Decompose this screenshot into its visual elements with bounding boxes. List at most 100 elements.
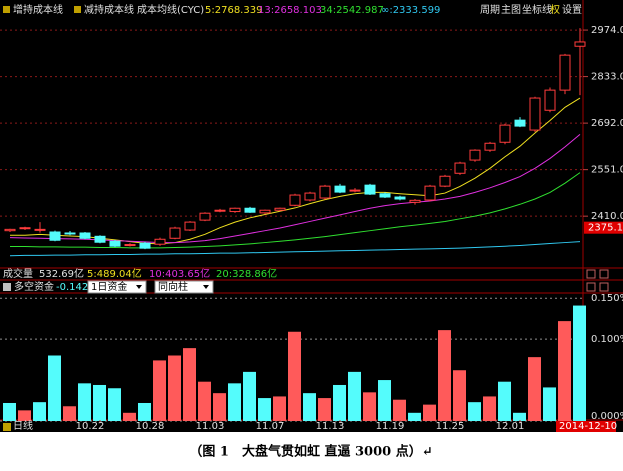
icon [599, 282, 609, 292]
bar [18, 410, 31, 421]
bar [288, 331, 301, 421]
candle-body [289, 194, 301, 206]
bar [63, 406, 76, 421]
candle-body [334, 185, 346, 193]
dropdown-label[interactable]: 1日资金 [91, 280, 127, 293]
volume-label: 532.69亿 [39, 267, 84, 280]
candle-body [349, 189, 361, 192]
dropdown-arrow [136, 285, 142, 289]
y-tick-label: 2692.0 [591, 118, 623, 129]
bar [453, 370, 466, 421]
candle-body [19, 227, 31, 230]
bar [333, 384, 346, 421]
icon [74, 6, 81, 13]
legend-label: 成本均线(CYC) [137, 3, 204, 16]
icon [599, 269, 609, 279]
icon [586, 282, 596, 292]
candle-body [469, 149, 481, 161]
candle-body [559, 54, 571, 91]
candle-body [199, 212, 211, 221]
candle-body [229, 207, 241, 213]
x-tick-label: 11.03 [196, 421, 225, 432]
candle-body [214, 209, 226, 212]
date-cursor-label: 2014-12-10 [559, 421, 617, 432]
candle-body [259, 209, 271, 214]
candle-body [544, 89, 556, 111]
period-label: 日线 [13, 419, 33, 432]
bar [528, 357, 541, 421]
toolbar-button[interactable]: 权 [550, 3, 560, 16]
caption: （图 1 大盘气贯如虹 直逼 3000 点）↵ [189, 444, 432, 460]
date-cursor [556, 421, 616, 432]
bar [468, 402, 481, 421]
bar [228, 383, 241, 421]
x-tick-label: 10.22 [76, 421, 105, 432]
legend-label: 增持成本线 [13, 3, 63, 16]
candle-body [409, 199, 421, 203]
ma-line [9, 241, 581, 257]
y-tick-label: 2551.0 [591, 165, 623, 176]
toolbar-button[interactable]: 主图 [501, 4, 521, 16]
dropdown[interactable] [154, 280, 214, 294]
candle-body [184, 221, 196, 231]
dropdown[interactable] [87, 280, 147, 294]
candle-body [109, 240, 121, 247]
toolbar-button[interactable]: 周期 [480, 4, 500, 16]
icon [3, 6, 10, 13]
ma-line [10, 172, 581, 249]
bar [363, 392, 376, 421]
bar [123, 412, 136, 421]
legend-entry: 13:2658.103 [258, 5, 322, 16]
bar [483, 396, 496, 421]
candle-body [514, 119, 526, 127]
bar [318, 398, 331, 421]
legend-entry: ∞:2333.599 [381, 5, 440, 16]
candle-body [454, 162, 466, 174]
bar [573, 305, 586, 421]
price-cursor-label: 2375.1 [588, 223, 623, 234]
dropdown-label[interactable]: 同向柱 [158, 280, 188, 293]
icon [586, 269, 596, 279]
bar [33, 402, 46, 421]
bar [378, 380, 391, 421]
candle-body [529, 97, 541, 131]
dropdown-arrow [203, 285, 209, 289]
candle-body [364, 184, 376, 195]
y-tick-label: 0.150% [591, 293, 623, 304]
candle-body [484, 142, 496, 151]
candle-body [139, 242, 151, 249]
x-tick-label: 11.25 [436, 421, 465, 432]
bar [78, 383, 91, 421]
candle-body [169, 227, 181, 239]
bar [48, 355, 61, 421]
legend-entry: 5:2768.339 [205, 5, 262, 16]
candle-body [274, 207, 286, 211]
candle-body [124, 244, 136, 247]
bar [243, 371, 256, 421]
icon [3, 423, 11, 431]
volume-label: 5:489.04亿 [87, 267, 142, 280]
y-tick-label: 2974.0 [591, 25, 623, 36]
bar [438, 330, 451, 421]
candle-body [304, 192, 316, 201]
indicator-value: -0.142% [56, 282, 98, 293]
bar [138, 402, 151, 421]
bar [303, 393, 316, 421]
bar [3, 402, 16, 421]
candle-body [439, 175, 451, 187]
toolbar-button[interactable]: 坐标线 [522, 3, 552, 16]
legend-label: 减持成本线 [84, 3, 134, 16]
bar [168, 355, 181, 421]
bar [393, 399, 406, 421]
candle-body [379, 193, 391, 198]
candle-body [499, 124, 511, 143]
bar [93, 384, 106, 421]
candle-body [64, 232, 76, 235]
toolbar-button[interactable]: 设置 [562, 4, 582, 16]
y-tick-label: 2410.0 [591, 211, 623, 222]
bar [183, 348, 196, 421]
candle-body [574, 41, 586, 47]
bar [408, 412, 421, 421]
bar [108, 388, 121, 421]
candle-body [34, 228, 46, 231]
